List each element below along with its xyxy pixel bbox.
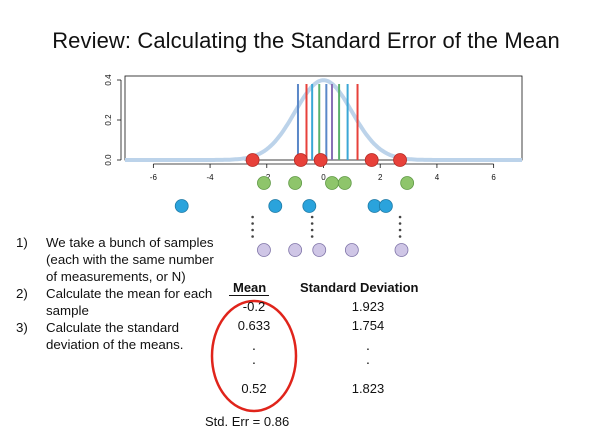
step-item: 1) We take a bunch of samples (each with … <box>16 234 216 285</box>
step-item: 3) Calculate the standard deviation of th… <box>16 319 216 353</box>
sample-dot <box>312 243 327 257</box>
ellipsis-dot <box>310 235 314 238</box>
sample-dot <box>400 176 415 190</box>
ellipsis-dot <box>398 235 402 238</box>
sd-column-header: Standard Deviation <box>300 280 419 295</box>
x-tick-label: -6 <box>150 173 158 182</box>
sample-dot <box>364 153 379 167</box>
sample-dot <box>245 153 260 167</box>
sample-dot <box>313 153 328 167</box>
y-tick-label: 0.4 <box>104 74 113 86</box>
mean-cell: 0.52 <box>241 381 267 396</box>
x-tick-label: 4 <box>435 173 440 182</box>
ellipsis-dot <box>398 228 402 232</box>
ellipsis-dot <box>398 222 402 225</box>
sd-cell: 1.923 <box>351 299 385 314</box>
y-tick-label: 0.0 <box>104 154 113 166</box>
sample-dot <box>268 199 283 213</box>
ellipsis-dots <box>251 215 402 238</box>
mean-column-highlight-circle <box>210 299 298 413</box>
x-tick-label: 6 <box>491 173 496 182</box>
ellipsis-dot <box>398 215 402 219</box>
y-tick-label: 0.2 <box>104 114 113 126</box>
ellipsis-dot <box>310 228 314 232</box>
x-tick-label: -4 <box>207 173 215 182</box>
sample-dot <box>257 243 271 257</box>
sample-dot <box>288 176 303 190</box>
sd-cell: 1.754 <box>351 318 385 333</box>
x-tick-label: 2 <box>378 173 383 182</box>
sample-dot <box>302 199 317 213</box>
ellipsis-dot <box>251 222 254 225</box>
curve-layer <box>124 78 523 162</box>
ellipsis-dot <box>251 235 254 238</box>
mean-cell: 0.633 <box>237 318 271 333</box>
sample-dot <box>325 176 339 190</box>
std-err-label: Std. Err = 0.86 <box>205 414 290 429</box>
step-text: We take a bunch of samples (each with th… <box>46 235 214 284</box>
mean-header-underline <box>229 295 269 296</box>
x-tick-label: 0 <box>321 173 326 182</box>
sample-dot <box>378 199 393 213</box>
mean-column-header: Mean <box>233 280 267 295</box>
ellipsis-dot <box>251 215 254 219</box>
steps-list: 1) We take a bunch of samples (each with … <box>16 234 216 353</box>
step-number: 2) <box>16 286 28 301</box>
step-item: 2) Calculate the mean for each sample <box>16 285 216 319</box>
step-text: Calculate the standard deviation of the … <box>46 320 184 352</box>
plot-frame <box>124 75 523 161</box>
sample-dot <box>393 153 407 167</box>
ellipsis-dot <box>251 228 254 232</box>
step-number: 1) <box>16 235 28 250</box>
step-text: Calculate the mean for each sample <box>46 286 213 318</box>
mean-vertical-ellipsis: .. <box>252 337 256 367</box>
slide-title: Review: Calculating the Standard Error o… <box>52 28 560 53</box>
step-number: 3) <box>16 320 28 335</box>
sample-dot <box>257 176 271 190</box>
sd-cell: 1.823 <box>351 381 385 396</box>
ellipsis-dot <box>310 222 314 225</box>
sample-dot <box>174 199 189 213</box>
sample-dot <box>293 153 308 167</box>
sd-vertical-ellipsis: .. <box>366 337 370 367</box>
normal-curve <box>124 78 523 162</box>
mean-cell: -0.2 <box>242 299 266 314</box>
sample-dot <box>394 243 409 257</box>
ellipsis-dot <box>310 215 314 219</box>
sample-dots <box>174 153 415 257</box>
sample-dot <box>344 243 359 257</box>
mean-lines <box>296 84 359 160</box>
sample-dot <box>288 243 303 257</box>
sample-dot <box>337 176 352 190</box>
